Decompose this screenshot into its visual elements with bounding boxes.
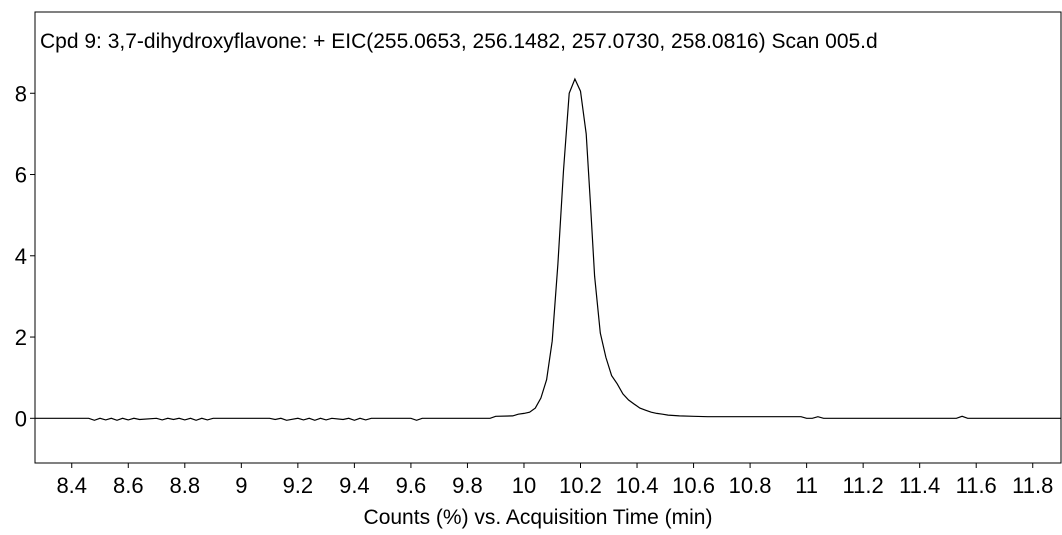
- y-tick-label: 8: [15, 81, 27, 106]
- x-tick-label: 10.2: [559, 473, 602, 498]
- x-axis-title: Counts (%) vs. Acquisition Time (min): [364, 506, 713, 529]
- x-tick-label: 9: [235, 473, 247, 498]
- x-tick-label: 11.6: [956, 473, 997, 498]
- x-tick-label: 11: [795, 473, 818, 498]
- x-tick-label: 9.2: [283, 473, 314, 498]
- x-tick-label: 9.4: [339, 473, 370, 498]
- plot-frame: [34, 11, 1062, 464]
- x-tick-label: 10.6: [672, 473, 715, 498]
- y-tick-label: 6: [15, 163, 27, 188]
- y-tick-label: 2: [15, 325, 27, 350]
- y-axis: 0 2 4 6 8: [15, 81, 35, 431]
- x-tick-label: 11.4: [899, 473, 940, 498]
- x-tick-label: 11.8: [1012, 473, 1053, 498]
- x-tick-label: 8.4: [56, 473, 87, 498]
- eic-trace-line: [35, 77, 1061, 421]
- x-tick-label: 8.6: [113, 473, 144, 498]
- x-tick-label: 8.8: [170, 473, 201, 498]
- x-tick-label: 10.4: [616, 473, 659, 498]
- x-tick-label: 10.8: [729, 473, 772, 498]
- chart-title: Cpd 9: 3,7-dihydroxyflavone: + EIC(255.0…: [40, 30, 878, 53]
- y-tick-label: 0: [15, 406, 27, 431]
- x-tick-label: 11.2: [843, 473, 884, 498]
- x-tick-label: 9.6: [396, 473, 427, 498]
- x-tick-label: 10: [512, 473, 536, 498]
- y-tick-label: 4: [15, 244, 27, 269]
- x-axis: 8.4 8.6 8.8 9 9.2 9.4 9.6 9.8 10 10.2 10.4 10.6 10.8…: [56, 463, 1053, 498]
- x-tick-label: 9.8: [452, 473, 483, 498]
